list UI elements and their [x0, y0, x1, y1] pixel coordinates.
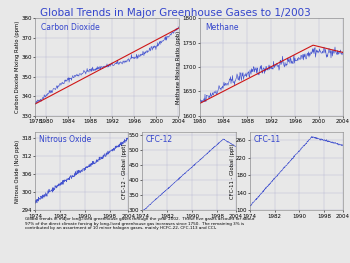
Y-axis label: Nitrous Oxide (N₂O ppb): Nitrous Oxide (N₂O ppb): [15, 139, 20, 203]
Y-axis label: Carbon Dioxide Mixing Ratio (ppm): Carbon Dioxide Mixing Ratio (ppm): [15, 21, 20, 113]
Text: CFC-11: CFC-11: [253, 135, 280, 144]
Y-axis label: Methane Mixing Ratio (ppb): Methane Mixing Ratio (ppb): [176, 31, 181, 104]
Text: Global trends in major long-lived greenhouse gases through the year 2002.  These: Global trends in major long-lived greenh…: [25, 217, 254, 230]
Text: Methane: Methane: [205, 23, 239, 32]
Text: Nitrous Oxide: Nitrous Oxide: [39, 135, 91, 144]
Y-axis label: CFC-12 - Global (ppt): CFC-12 - Global (ppt): [122, 143, 127, 199]
Text: CFC-12: CFC-12: [146, 135, 173, 144]
Text: Global Trends in Major Greenhouse Gases to 1/2003: Global Trends in Major Greenhouse Gases …: [40, 8, 310, 18]
Text: Carbon Dioxide: Carbon Dioxide: [41, 23, 99, 32]
Y-axis label: CFC-11 - Global (ppt): CFC-11 - Global (ppt): [230, 143, 235, 199]
